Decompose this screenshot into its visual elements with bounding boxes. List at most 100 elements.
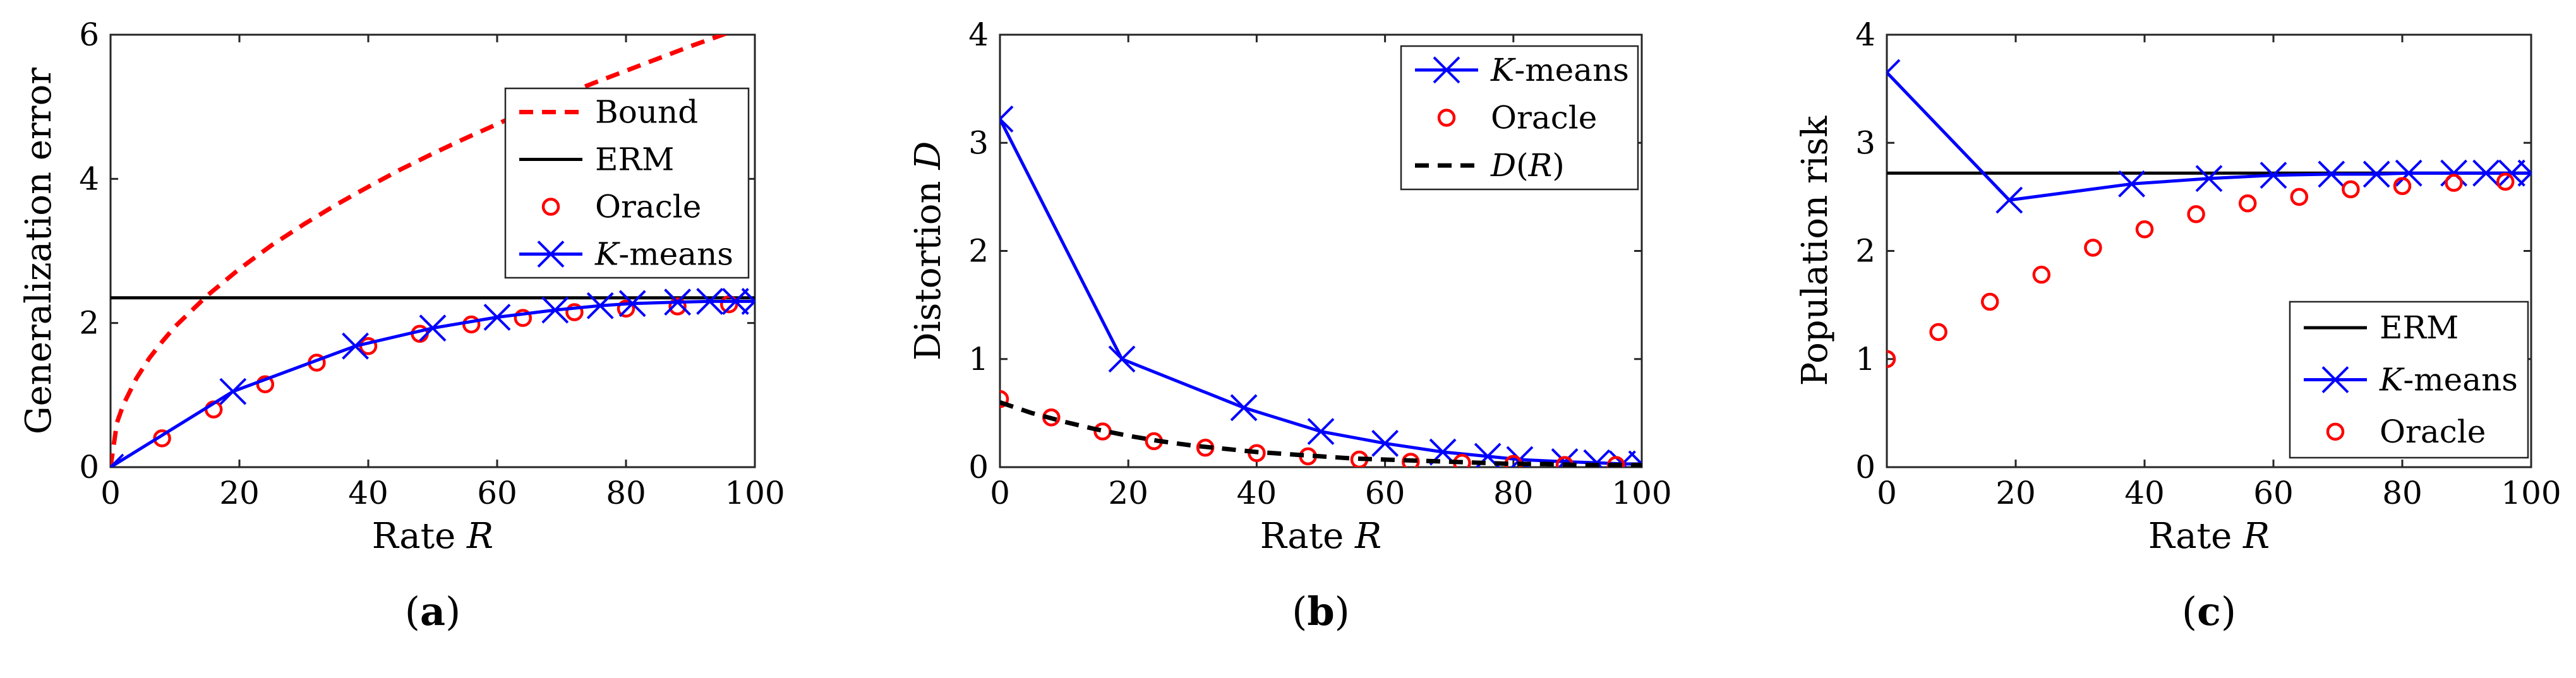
data-point-x — [2517, 171, 2531, 187]
legend-entry: ERM — [519, 141, 674, 178]
data-point-x — [1371, 429, 1399, 457]
label-part: K — [594, 236, 620, 273]
data-point-x — [219, 378, 247, 405]
data-point-circle — [1980, 292, 1999, 311]
x-tick-label: 60 — [477, 475, 517, 511]
data-point-x — [541, 296, 569, 324]
plot-area — [1887, 59, 2531, 368]
legend: Bound ERM Oracle K-means — [504, 87, 750, 279]
axes-box — [109, 33, 756, 468]
y-tick-label: 0 — [79, 449, 99, 485]
data-point-circle — [1000, 390, 1009, 408]
data-point-x — [2395, 159, 2423, 187]
legend-entry: K-means — [2304, 362, 2518, 398]
label-part: ) — [1552, 147, 1565, 184]
caption-part: ( — [2182, 588, 2197, 634]
data-point-circle — [1887, 350, 1896, 368]
legend-label: Oracle — [1491, 100, 1597, 136]
label-part: ( — [1516, 147, 1529, 184]
x-tick-label: 100 — [2501, 475, 2561, 511]
legend-entry: K-means — [519, 236, 733, 273]
data-point-x — [2318, 160, 2345, 188]
legend-label: Oracle — [2380, 413, 2486, 450]
x-tick-label: 80 — [2382, 475, 2423, 511]
data-point-x — [1230, 394, 1258, 422]
data-point-circle — [2393, 177, 2412, 195]
chart-c: 0 20 40 60 80 100 0 1 2 3 4 Rate R Population risk (c… — [1795, 16, 2561, 634]
caption-part: ) — [445, 588, 460, 634]
series-line — [1000, 118, 1642, 466]
caption-part: ( — [405, 588, 420, 634]
data-point-circle — [256, 375, 275, 393]
x-tick-label: 60 — [1365, 475, 1405, 511]
panel-caption: (a) — [405, 588, 461, 634]
series-k-means — [111, 288, 755, 467]
data-point-circle — [1401, 453, 1420, 467]
data-point-circle — [565, 303, 584, 321]
x-tick-label: 20 — [219, 475, 260, 511]
data-point-circle — [2135, 220, 2154, 239]
series-oracle — [153, 295, 738, 448]
y-tick-label: 3 — [968, 124, 989, 161]
data-point-x — [2260, 162, 2287, 189]
legend-entry: D(R) — [1415, 147, 1565, 184]
y-axis-label: Distortion D — [908, 141, 949, 360]
series-k-means — [1887, 59, 2531, 214]
legend-box — [504, 87, 750, 279]
caption-letter: c — [2197, 588, 2221, 634]
label-part: R — [1344, 516, 1381, 557]
x-tick-label: 80 — [606, 475, 646, 511]
data-point-x — [1307, 418, 1335, 445]
label-part: Rate — [1260, 516, 1344, 557]
data-point-circle — [2326, 422, 2345, 441]
panel-caption: (c) — [2182, 588, 2236, 634]
label-part: Distortion — [908, 181, 949, 360]
label-part: -means — [2403, 362, 2518, 398]
x-tick-label: 40 — [1237, 475, 1277, 511]
data-point-x — [721, 288, 749, 315]
x-axis-label: Rate R — [1260, 516, 1381, 557]
legend: ERM K-means Oracle — [2289, 300, 2529, 459]
legend-label: K-means — [1490, 52, 1629, 88]
x-tick-label: 40 — [348, 475, 388, 511]
data-point-x — [1433, 56, 1460, 84]
data-point-x — [1628, 450, 1642, 466]
x-tick-label: 60 — [2253, 475, 2294, 511]
y-tick-label: 4 — [968, 16, 989, 53]
y-tick-label: 1 — [968, 341, 989, 378]
legend-label: K-means — [594, 236, 733, 273]
data-point-circle — [2496, 172, 2515, 191]
data-point-circle — [2084, 239, 2102, 257]
legend-entry: Oracle — [2326, 413, 2486, 450]
data-point-circle — [462, 315, 481, 334]
y-tick-label: 4 — [79, 160, 99, 197]
x-tick-label: 40 — [2124, 475, 2165, 511]
y-tick-label: 6 — [79, 16, 99, 53]
label-part: K — [1490, 52, 1516, 88]
data-point-x — [696, 288, 724, 315]
y-axis-label: Generalization error — [18, 68, 59, 434]
data-point-x — [2517, 159, 2531, 175]
data-point-circle — [617, 299, 635, 318]
data-point-x — [2498, 159, 2525, 187]
y-tick-label: 4 — [1855, 16, 1875, 53]
data-point-circle — [2187, 205, 2205, 223]
data-point-x — [2321, 366, 2349, 393]
label-part: Generalization — [18, 172, 59, 434]
data-point-circle — [2290, 187, 2309, 206]
data-point-x — [664, 288, 692, 316]
legend-entry: ERM — [2304, 309, 2459, 346]
series-oracle — [1887, 172, 2515, 368]
x-tick-label: 100 — [725, 475, 785, 511]
y-tick-label: 3 — [1855, 124, 1875, 161]
data-point-x — [741, 288, 755, 304]
data-point-x — [618, 290, 646, 318]
data-point-circle — [2445, 174, 2463, 192]
x-tick-label: 80 — [1493, 475, 1534, 511]
series-d-r- — [1000, 400, 1642, 467]
label-part: Rate — [372, 516, 455, 557]
label-part: R — [455, 516, 493, 557]
data-point-x — [2472, 159, 2500, 187]
